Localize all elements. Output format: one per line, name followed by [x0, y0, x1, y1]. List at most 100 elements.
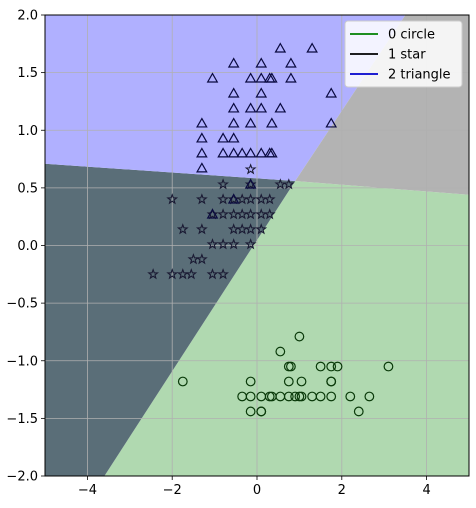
legend-label: 1 star — [388, 48, 426, 63]
triangle-point — [306, 42, 318, 53]
star-point — [263, 193, 276, 205]
region-class-2 — [45, 15, 406, 181]
axis-ticks: −4 −2 0 2 4 −2.0 −1.5 −1.0 −0.5 0.0 0.5 1.0 1.5 2.0 — [6, 9, 430, 499]
triangle-point — [244, 117, 257, 128]
triangle-point — [255, 147, 268, 158]
circle-point — [283, 376, 294, 387]
legend-label: 0 circle — [388, 28, 435, 43]
circle-point — [177, 376, 188, 387]
legend: 0 circle 1 star 2 triangle — [344, 20, 463, 88]
triangle-point — [255, 87, 268, 98]
star-point — [217, 268, 229, 280]
triangle-point — [196, 162, 208, 173]
triangle-point — [274, 102, 287, 113]
star-point — [206, 238, 219, 250]
star-point — [244, 163, 257, 175]
star-point — [282, 178, 295, 190]
triangle-point — [227, 117, 240, 128]
star-point — [176, 223, 189, 235]
star-point — [195, 193, 208, 205]
triangle-point — [206, 72, 219, 83]
triangle-point — [196, 132, 208, 143]
triangle-point — [325, 117, 338, 128]
data-points — [147, 42, 394, 417]
triangle-point — [227, 102, 240, 113]
x-tick-label: −4 — [78, 483, 97, 498]
circle-point — [275, 346, 286, 357]
circle-point — [256, 406, 267, 417]
star-point — [217, 193, 229, 205]
circle-point — [296, 391, 307, 402]
circle-point — [283, 391, 294, 402]
triangle-point — [244, 102, 257, 113]
circle-point — [315, 361, 326, 372]
circle-point — [326, 391, 337, 402]
triangle-point — [196, 147, 208, 158]
y-tick-label: 1.0 — [17, 124, 38, 139]
circle-point — [296, 376, 307, 387]
circle-point — [245, 376, 256, 387]
legend-box — [344, 20, 463, 88]
circle-point — [326, 361, 337, 372]
y-tick-label: −2.0 — [6, 470, 38, 485]
circle-point — [353, 406, 364, 417]
triangle-point — [285, 72, 297, 83]
star-point — [195, 223, 208, 235]
x-tick-label: 2 — [338, 483, 346, 498]
triangle-point — [217, 132, 229, 143]
x-tick-label: −2 — [163, 483, 182, 498]
circle-point — [326, 376, 337, 387]
x-tick-label: 0 — [253, 483, 261, 498]
y-tick-label: −0.5 — [6, 297, 38, 312]
y-tick-label: −1.5 — [6, 412, 38, 427]
star-point — [244, 193, 257, 205]
y-tick-label: 1.5 — [17, 66, 38, 81]
circle-point — [245, 406, 256, 417]
star-point — [217, 178, 229, 190]
y-tick-label: −1.0 — [6, 354, 38, 369]
triangle-point — [227, 193, 240, 204]
triangle-point — [255, 57, 268, 68]
triangle-point — [244, 147, 257, 158]
triangle-point — [266, 147, 278, 158]
star-point — [195, 253, 208, 265]
triangle-point — [274, 42, 287, 53]
triangle-point — [196, 117, 208, 128]
star-point — [206, 268, 219, 280]
star-point — [244, 238, 257, 250]
legend-label: 2 triangle — [388, 68, 451, 83]
circle-point — [383, 361, 394, 372]
star-point — [206, 208, 219, 220]
triangle-point — [325, 87, 338, 98]
triangle-point — [266, 117, 278, 128]
circle-point — [315, 391, 326, 402]
star-point — [185, 268, 198, 280]
y-tick-label: 0.5 — [17, 181, 38, 196]
star-point — [166, 268, 179, 280]
triangle-point — [266, 72, 278, 83]
triangle-point — [217, 147, 229, 158]
triangle-point — [244, 178, 257, 189]
star-point — [244, 208, 257, 220]
triangle-point — [227, 132, 240, 143]
star-point — [166, 193, 179, 205]
triangle-point — [206, 208, 219, 219]
circle-point — [332, 361, 343, 372]
star-point — [244, 178, 257, 190]
star-point — [147, 268, 160, 280]
circle-point — [283, 361, 294, 372]
triangle-point — [227, 87, 240, 98]
triangle-point — [255, 72, 268, 83]
triangle-point — [255, 102, 268, 113]
triangle-point — [285, 57, 297, 68]
circle-point — [364, 391, 375, 402]
star-point — [217, 208, 229, 220]
circle-point — [294, 331, 305, 342]
triangle-point — [236, 147, 248, 158]
star-point — [217, 238, 229, 250]
region-class-0 — [104, 181, 469, 476]
triangle-point — [244, 72, 257, 83]
y-tick-label: 2.0 — [17, 9, 38, 24]
y-tick-label: 0.0 — [17, 239, 38, 254]
